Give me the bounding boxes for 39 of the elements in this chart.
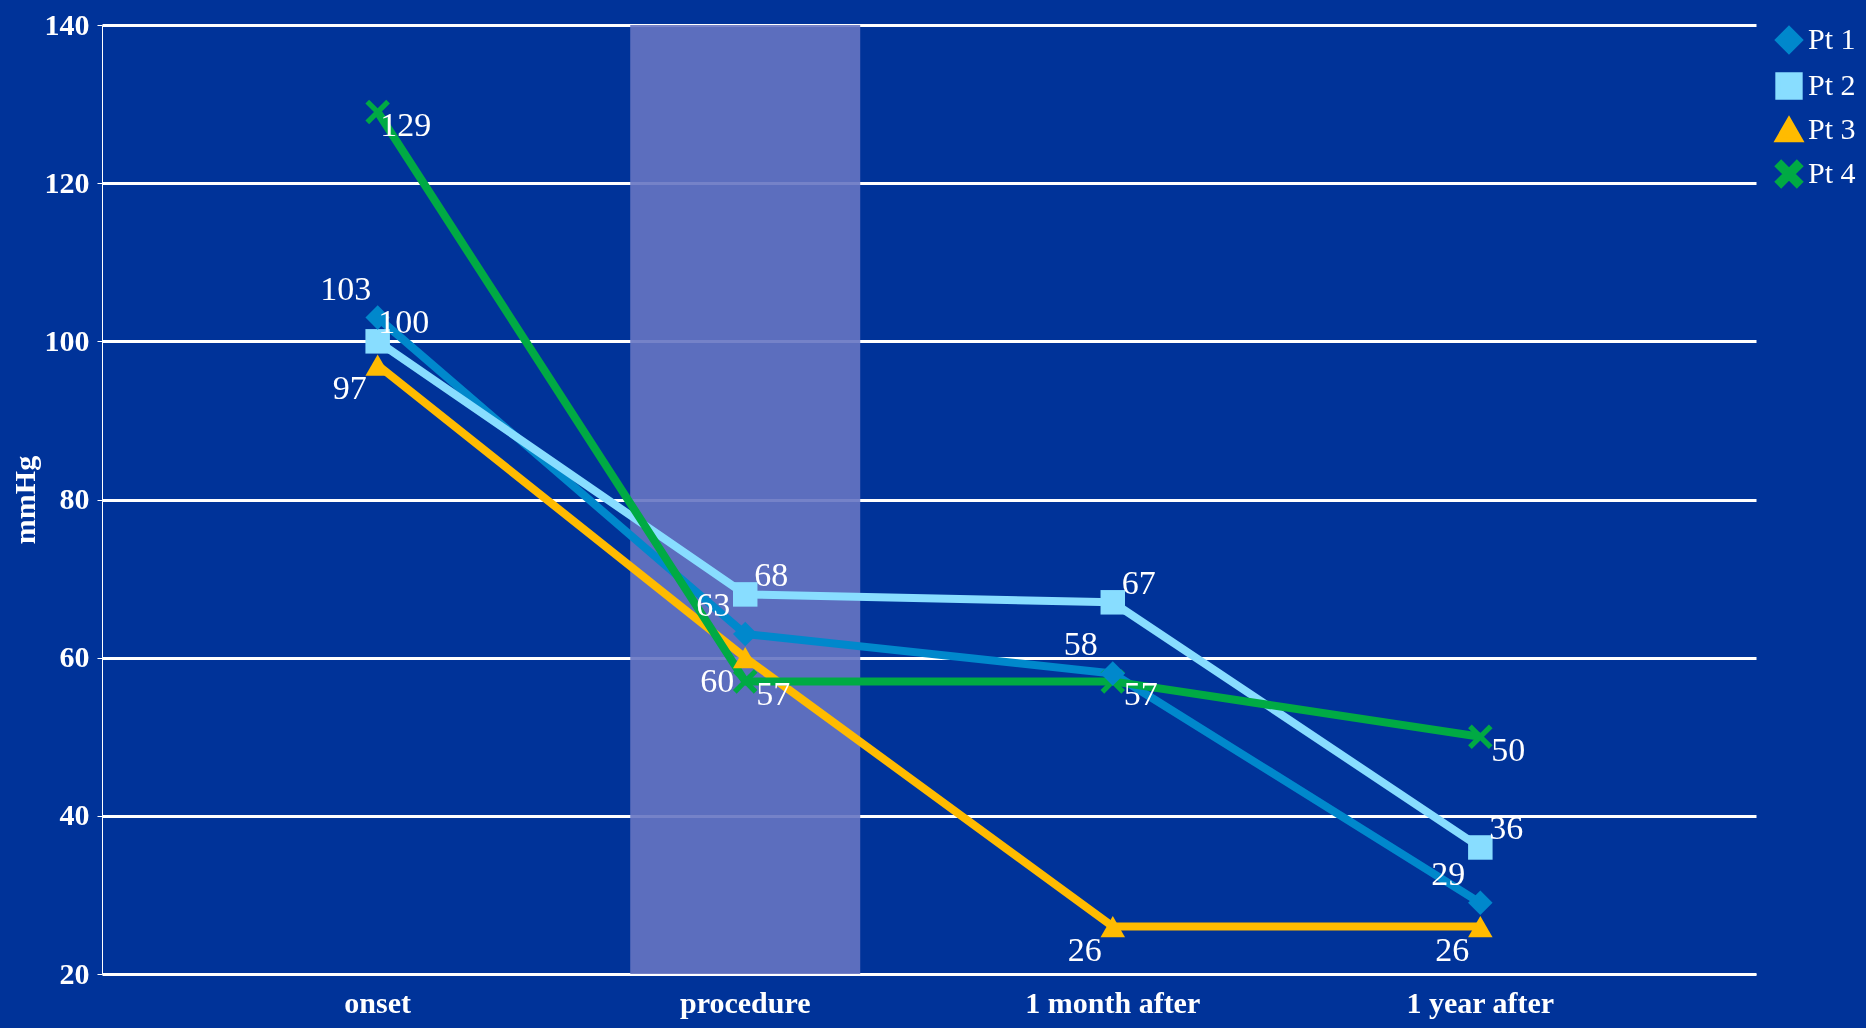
x-tick-label: 1 month after xyxy=(1025,985,1201,1019)
y-tick-label: 80 xyxy=(59,482,90,515)
point xyxy=(1100,661,1126,686)
y-axis-title: mmHg xyxy=(7,455,41,545)
y-tick-label: 140 xyxy=(44,7,90,41)
data-label: 68 xyxy=(754,556,789,594)
y-tick-label: 100 xyxy=(44,323,90,357)
data-label: 97 xyxy=(332,369,367,407)
data-label: 58 xyxy=(1063,625,1098,663)
x-tick-label: procedure xyxy=(679,985,811,1019)
data-label: 57 xyxy=(1123,675,1158,713)
data-label: 26 xyxy=(1067,930,1102,968)
legend-label: Pt 4 xyxy=(1808,156,1856,189)
x-tick-label: 1 year after xyxy=(1406,985,1555,1019)
data-label: 60 xyxy=(700,661,735,699)
data-label: 57 xyxy=(756,675,791,713)
data-label: 103 xyxy=(320,269,372,307)
data-label: 29 xyxy=(1431,854,1466,892)
point xyxy=(1100,915,1126,938)
data-label: 100 xyxy=(378,303,430,341)
point xyxy=(1468,890,1493,916)
point xyxy=(1468,835,1493,860)
y-tick-label: 20 xyxy=(59,956,90,990)
point xyxy=(1468,724,1493,749)
y-tick-label: 60 xyxy=(59,640,90,674)
point xyxy=(732,669,758,694)
data-label: 67 xyxy=(1121,564,1156,602)
data-label: 50 xyxy=(1491,730,1526,768)
y-tick-label: 120 xyxy=(44,165,90,199)
legend-label: Pt 1 xyxy=(1808,22,1856,55)
data-label: 26 xyxy=(1435,930,1470,968)
x-tick-label: onset xyxy=(344,985,412,1019)
data-label: 63 xyxy=(696,585,731,623)
legend-label: Pt 3 xyxy=(1808,112,1856,145)
point xyxy=(732,621,758,647)
data-label: 129 xyxy=(380,105,432,143)
legend-label: Pt 2 xyxy=(1808,68,1856,101)
y-tick-label: 40 xyxy=(59,798,90,832)
point xyxy=(1468,915,1493,938)
